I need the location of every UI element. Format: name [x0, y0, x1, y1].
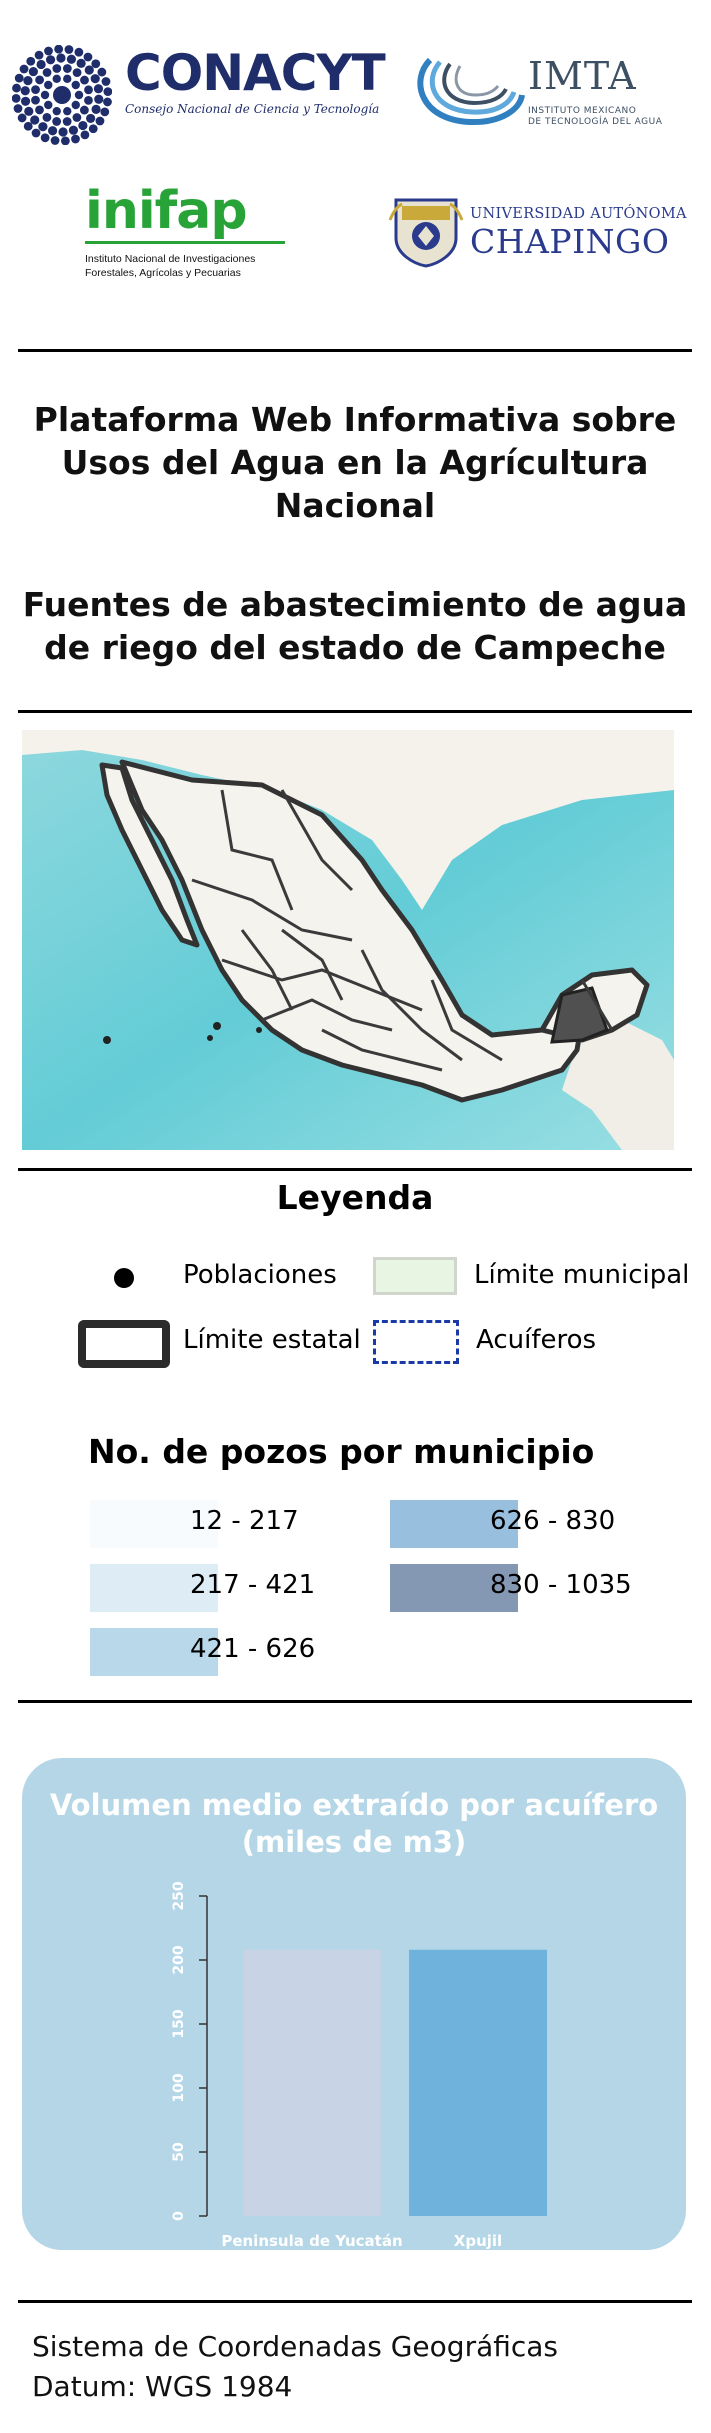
imta-subtitle-line1: INSTITUTO MEXICANO [528, 106, 637, 116]
conacyt-dots-icon [11, 44, 113, 146]
conacyt-subtitle: Consejo Nacional de Ciencia y Tecnología [125, 102, 380, 116]
conacyt-logo: CONACYT Consejo Nacional de Ciencia y Te… [125, 44, 386, 138]
x-category-label: Peninsula de Yucatán [221, 2232, 402, 2250]
pozos-range-4: 626 - 830 [490, 1506, 616, 1536]
subtitle-line2: de riego del estado de Campeche [44, 628, 666, 667]
y-tick-label: 0 [171, 2211, 187, 2221]
limite-estatal-symbol [78, 1320, 170, 1368]
conacyt-name: CONACYT [125, 44, 386, 102]
inifap-subtitle-line1: Instituto Nacional de Investigaciones [85, 253, 256, 265]
bar-2 [409, 1949, 547, 2216]
conacyt-emblem [11, 44, 113, 146]
divider [18, 710, 692, 713]
imta-wave-icon [417, 57, 525, 126]
chart-title: Volumen medio extraído por acuífero (mil… [22, 1787, 686, 1861]
chart-title-line1: Volumen medio extraído por acuífero [49, 1788, 659, 1822]
inifap-logo: inifap Instituto Nacional de Investigaci… [85, 185, 300, 285]
pozos-swatch-3 [90, 1628, 218, 1676]
pozos-range-2: 217 - 421 [190, 1570, 316, 1600]
divider [18, 2300, 692, 2303]
pozos-range-5: 830 - 1035 [490, 1570, 632, 1600]
divider [18, 1168, 692, 1171]
title-line3: Nacional [274, 486, 436, 525]
inifap-rule [85, 241, 285, 244]
legend-title: Leyenda [276, 1178, 434, 1217]
limite-estatal-label: Límite estatal [183, 1325, 361, 1355]
y-tick-label: 250 [171, 1881, 187, 1910]
bar-1 [243, 1949, 381, 2216]
y-tick-label: 200 [171, 1945, 187, 1974]
pozos-range-1: 12 - 217 [190, 1506, 299, 1536]
pozos-swatch-5 [390, 1564, 518, 1612]
pozos-swatch-2 [90, 1564, 218, 1612]
chapingo-line2: CHAPINGO [470, 222, 670, 261]
baja-california [99, 762, 200, 948]
pozos-title: No. de pozos por municipio [88, 1432, 595, 1471]
pozos-swatch-1 [90, 1500, 218, 1548]
chapingo-line1: UNIVERSIDAD AUTÓNOMA [470, 206, 687, 222]
limite-municipal-symbol [373, 1257, 457, 1295]
chart-title-line2: (miles de m3) [241, 1825, 467, 1859]
divider [18, 1700, 692, 1703]
title-line2: Usos del Agua en la Agrícultura [61, 443, 649, 482]
imta-logo: IMTA INSTITUTO MEXICANO DE TECNOLOGÍA DE… [410, 50, 690, 135]
inifap-name: inifap [85, 181, 248, 241]
pozos-swatch-4 [390, 1500, 518, 1548]
pozos-range-3: 421 - 626 [190, 1634, 316, 1664]
mexico-map [22, 730, 674, 1150]
y-tick-label: 150 [171, 2009, 187, 2038]
acuiferos-label: Acuíferos [476, 1325, 597, 1355]
state-borders [191, 789, 614, 1072]
inifap-subtitle: Instituto Nacional de Investigaciones Fo… [85, 252, 300, 280]
imta-subtitle: INSTITUTO MEXICANO DE TECNOLOGÍA DEL AGU… [528, 106, 662, 129]
poblaciones-symbol [114, 1268, 134, 1288]
y-tick-label: 100 [171, 2073, 187, 2102]
bar-chart: 0 50 100 150 200 250 Peninsula de Yucatán Xpuji… [171, 1881, 547, 2250]
divider [18, 349, 692, 352]
y-tick-label: 50 [171, 2142, 187, 2162]
page-title: Plataforma Web Informativa sobre Usos de… [18, 398, 692, 527]
x-category-label: Xpujil [454, 2232, 502, 2250]
map-image [22, 730, 674, 1150]
title-line1: Plataforma Web Informativa sobre [33, 400, 677, 439]
imta-subtitle-line2: DE TECNOLOGÍA DEL AGUA [528, 117, 663, 128]
limite-municipal-label: Límite municipal [474, 1260, 690, 1290]
acuiferos-symbol [373, 1320, 459, 1364]
chapingo-shield-icon [388, 198, 464, 268]
imta-name: IMTA [528, 54, 637, 98]
poblaciones-label: Poblaciones [183, 1260, 337, 1290]
mexico-land [119, 759, 585, 1103]
subtitle-line1: Fuentes de abastecimiento de agua [22, 585, 688, 624]
page-subtitle: Fuentes de abastecimiento de agua de rie… [18, 583, 692, 669]
footer-coordinate-system: Sistema de Coordenadas Geográficas [32, 2330, 559, 2363]
chapingo-logo: UNIVERSIDAD AUTÓNOMA CHAPINGO [388, 190, 698, 270]
inifap-subtitle-line2: Forestales, Agrícolas y Pecuarias [85, 267, 241, 280]
footer-datum: Datum: WGS 1984 [32, 2370, 293, 2403]
